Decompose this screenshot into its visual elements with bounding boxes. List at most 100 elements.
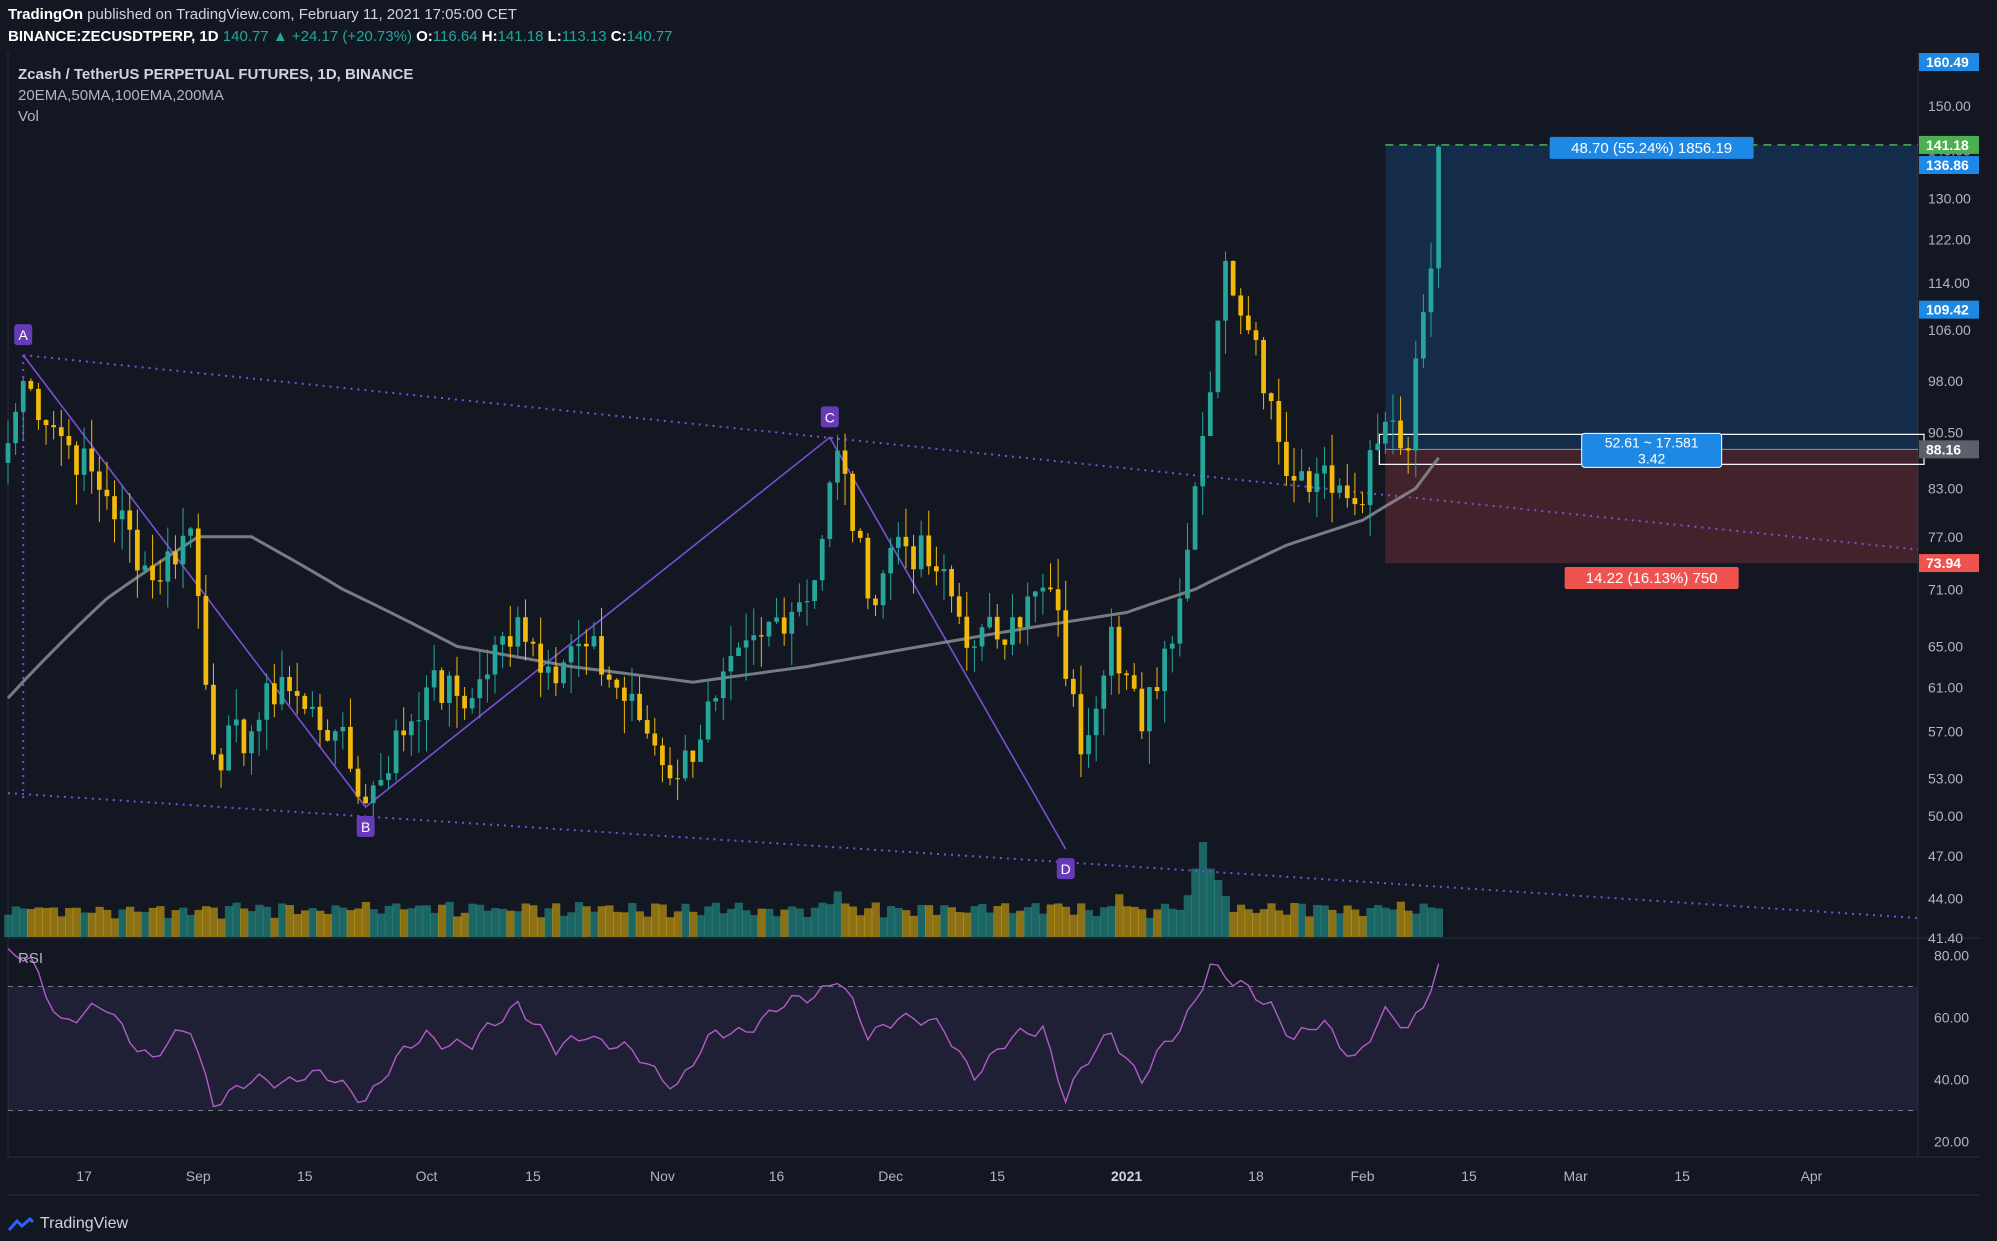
publish-line: TradingOn published on TradingView.com, … xyxy=(8,6,517,23)
candle-body xyxy=(797,602,802,612)
pattern-point-b-bg xyxy=(356,815,375,837)
volume-bar xyxy=(422,905,431,937)
candle-body xyxy=(1398,420,1403,449)
candle-body xyxy=(720,671,726,699)
pattern-point-d: D xyxy=(1061,861,1071,877)
footer[interactable]: TradingView xyxy=(8,1215,128,1233)
volume-bar xyxy=(186,914,196,937)
candle-body xyxy=(81,448,87,475)
candle-body xyxy=(28,380,34,389)
candle-body xyxy=(1268,393,1274,402)
candle-body xyxy=(104,489,110,497)
volume-bar xyxy=(437,904,447,937)
price-change: +24.17 (+20.73%) xyxy=(291,28,412,45)
volume-bar xyxy=(163,917,173,937)
candle-body xyxy=(1245,315,1251,331)
volume-bar xyxy=(262,906,272,937)
candle-body xyxy=(43,420,49,426)
volume-bar xyxy=(87,912,97,937)
candle-body xyxy=(911,546,916,570)
volume-bar xyxy=(1244,909,1253,937)
volume-bar xyxy=(285,905,294,937)
candle-body xyxy=(949,569,954,597)
volume-bar xyxy=(841,903,850,937)
volume-bar xyxy=(643,916,652,937)
volume-bar xyxy=(1122,906,1132,937)
price-badge: 141.18 xyxy=(1926,137,1969,153)
candle-layer xyxy=(5,144,1441,828)
candle-body xyxy=(751,635,757,641)
volume-bar xyxy=(399,909,409,937)
stop-zone xyxy=(1385,449,1918,564)
volume-bar xyxy=(719,913,728,937)
candle-body xyxy=(956,596,962,617)
volume-bar xyxy=(780,909,789,937)
candle-body xyxy=(112,496,117,520)
price-tick-label: 53.00 xyxy=(1928,770,1963,786)
volume-bar xyxy=(202,906,211,937)
candle-body xyxy=(1063,610,1069,679)
volume-bar xyxy=(1092,916,1101,937)
volume-bar xyxy=(19,908,28,937)
candle-body xyxy=(302,695,308,709)
volume-bar xyxy=(141,911,150,937)
candle-body xyxy=(5,443,11,463)
candle-body xyxy=(446,675,452,703)
candle-body xyxy=(606,674,612,680)
candle-body xyxy=(1314,473,1320,492)
volume-bar xyxy=(696,915,705,937)
volume-bar xyxy=(727,908,736,937)
volume-bar xyxy=(1366,908,1375,937)
candle-body xyxy=(20,380,26,412)
candle-body xyxy=(964,616,970,648)
volume-bar xyxy=(506,910,515,937)
candle-body xyxy=(393,730,399,774)
time-tick-label: 17 xyxy=(76,1168,92,1184)
candle-body xyxy=(1421,312,1426,359)
candle-body xyxy=(979,627,985,647)
volume-bar xyxy=(803,917,812,937)
rsi-tick-label: 40.00 xyxy=(1934,1072,1969,1088)
candle-body xyxy=(1169,643,1175,649)
stop-label: 14.22 (16.13%) 750 xyxy=(1586,570,1718,587)
volume-bar xyxy=(34,907,43,937)
candle-body xyxy=(355,768,361,797)
candle-body xyxy=(1223,260,1228,321)
time-tick-label: Apr xyxy=(1801,1168,1823,1184)
volume-bar xyxy=(970,906,979,937)
publisher: TradingOn xyxy=(8,6,83,23)
candle-body xyxy=(89,448,95,472)
indicator-legend: 20EMA,50MA,100EMA,200MA xyxy=(18,87,224,104)
candle-body xyxy=(690,750,696,762)
rsi-line xyxy=(7,948,1440,1108)
volume-bar xyxy=(1320,905,1329,937)
candle-body xyxy=(271,683,277,705)
candle-body xyxy=(454,675,460,696)
price-badge: 109.42 xyxy=(1926,302,1969,318)
volume-bar xyxy=(278,903,287,937)
candle-body xyxy=(1139,688,1145,732)
candle-body xyxy=(150,565,155,581)
volume-bar xyxy=(445,901,454,937)
volume-bar xyxy=(148,907,157,937)
candle-body xyxy=(629,693,635,701)
volume-bar xyxy=(612,911,622,937)
volume-bar xyxy=(369,909,378,937)
volume-bar xyxy=(963,912,972,937)
price-badge-bg xyxy=(1919,135,1979,154)
volume-bar xyxy=(772,916,781,937)
stop-label-bg xyxy=(1564,567,1739,590)
candle-body xyxy=(1147,687,1152,732)
target-zone xyxy=(1385,144,1918,450)
volume-bar xyxy=(955,912,964,937)
candle-body xyxy=(241,719,247,754)
time-tick-label: Sep xyxy=(186,1168,211,1184)
candle-body xyxy=(1040,587,1046,592)
candle-body xyxy=(1162,648,1168,692)
pattern-point-c-bg xyxy=(820,406,839,428)
volume-bar xyxy=(1031,903,1040,937)
candle-body xyxy=(1230,260,1236,296)
price-tick-label: 65.00 xyxy=(1928,638,1963,654)
rsi-tick-label: 60.00 xyxy=(1934,1010,1969,1026)
